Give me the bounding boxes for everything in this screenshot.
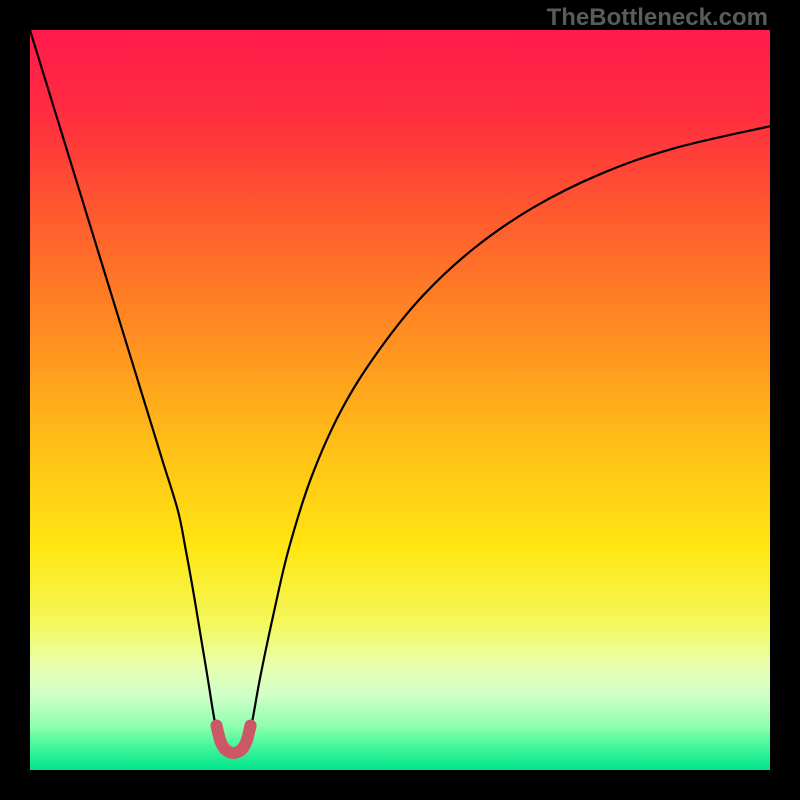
chart-frame: TheBottleneck.com: [0, 0, 800, 800]
marker-dot: [241, 734, 253, 746]
watermark-text: TheBottleneck.com: [547, 4, 768, 32]
plot-area: [30, 30, 770, 770]
chart-svg: [30, 30, 770, 770]
marker-dot: [245, 720, 257, 732]
marker-dot: [210, 720, 222, 732]
chart-background: [30, 30, 770, 770]
